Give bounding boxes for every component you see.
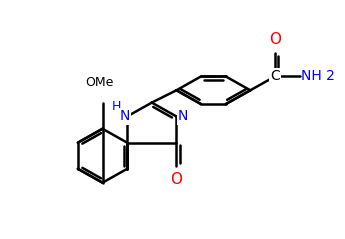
Text: OMe: OMe bbox=[85, 76, 114, 89]
Text: C: C bbox=[270, 69, 280, 83]
Text: NH 2: NH 2 bbox=[301, 69, 335, 83]
Text: N: N bbox=[178, 109, 188, 124]
Text: O: O bbox=[269, 32, 281, 47]
Text: H: H bbox=[112, 100, 121, 113]
Text: N: N bbox=[120, 109, 130, 124]
Text: O: O bbox=[170, 172, 183, 187]
